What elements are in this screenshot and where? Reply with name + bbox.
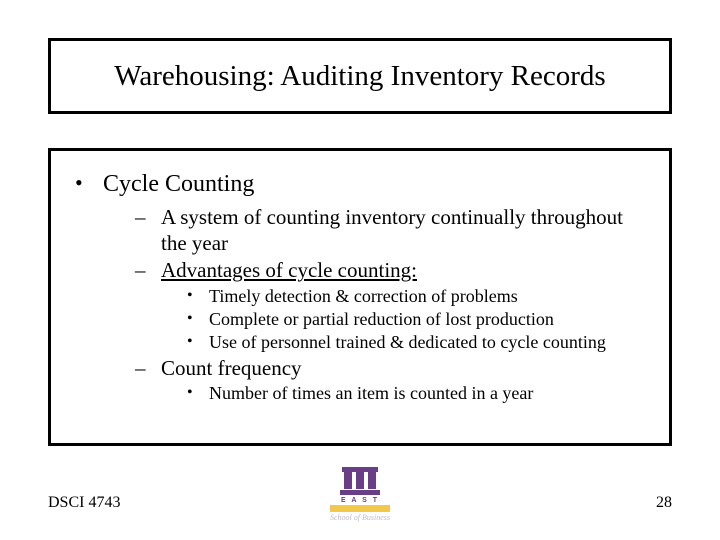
ecu-logo: E A S T School of Business [330, 467, 390, 522]
slide: Warehousing: Auditing Inventory Records … [0, 0, 720, 540]
logo-arch-icon [342, 467, 378, 495]
bullet-lvl2-count-frequency: Count frequency [69, 356, 651, 382]
logo-east-text: E A S T [330, 497, 390, 504]
logo-gold-bar [330, 505, 390, 512]
logo-subtext: School of Business [290, 513, 430, 522]
bullet-lvl3-adv2: Complete or partial reduction of lost pr… [69, 309, 651, 331]
footer-course-code: DSCI 4743 [48, 494, 120, 512]
bullet-lvl2-definition: A system of counting inventory continual… [69, 205, 651, 256]
slide-title: Warehousing: Auditing Inventory Records [114, 60, 605, 93]
footer-page-number: 28 [656, 494, 672, 512]
bullet-lvl3-adv3: Use of personnel trained & dedicated to … [69, 332, 651, 354]
bullet-lvl2-advantages: Advantages of cycle counting: [69, 258, 651, 284]
body-box: Cycle Counting A system of counting inve… [48, 148, 672, 446]
bullet-lvl3-cf1: Number of times an item is counted in a … [69, 383, 651, 405]
bullet-lvl2-advantages-text: Advantages of cycle counting: [161, 258, 417, 282]
title-box: Warehousing: Auditing Inventory Records [48, 38, 672, 114]
bullet-lvl1-cycle-counting: Cycle Counting [69, 169, 651, 199]
bullet-lvl3-adv1: Timely detection & correction of problem… [69, 286, 651, 308]
